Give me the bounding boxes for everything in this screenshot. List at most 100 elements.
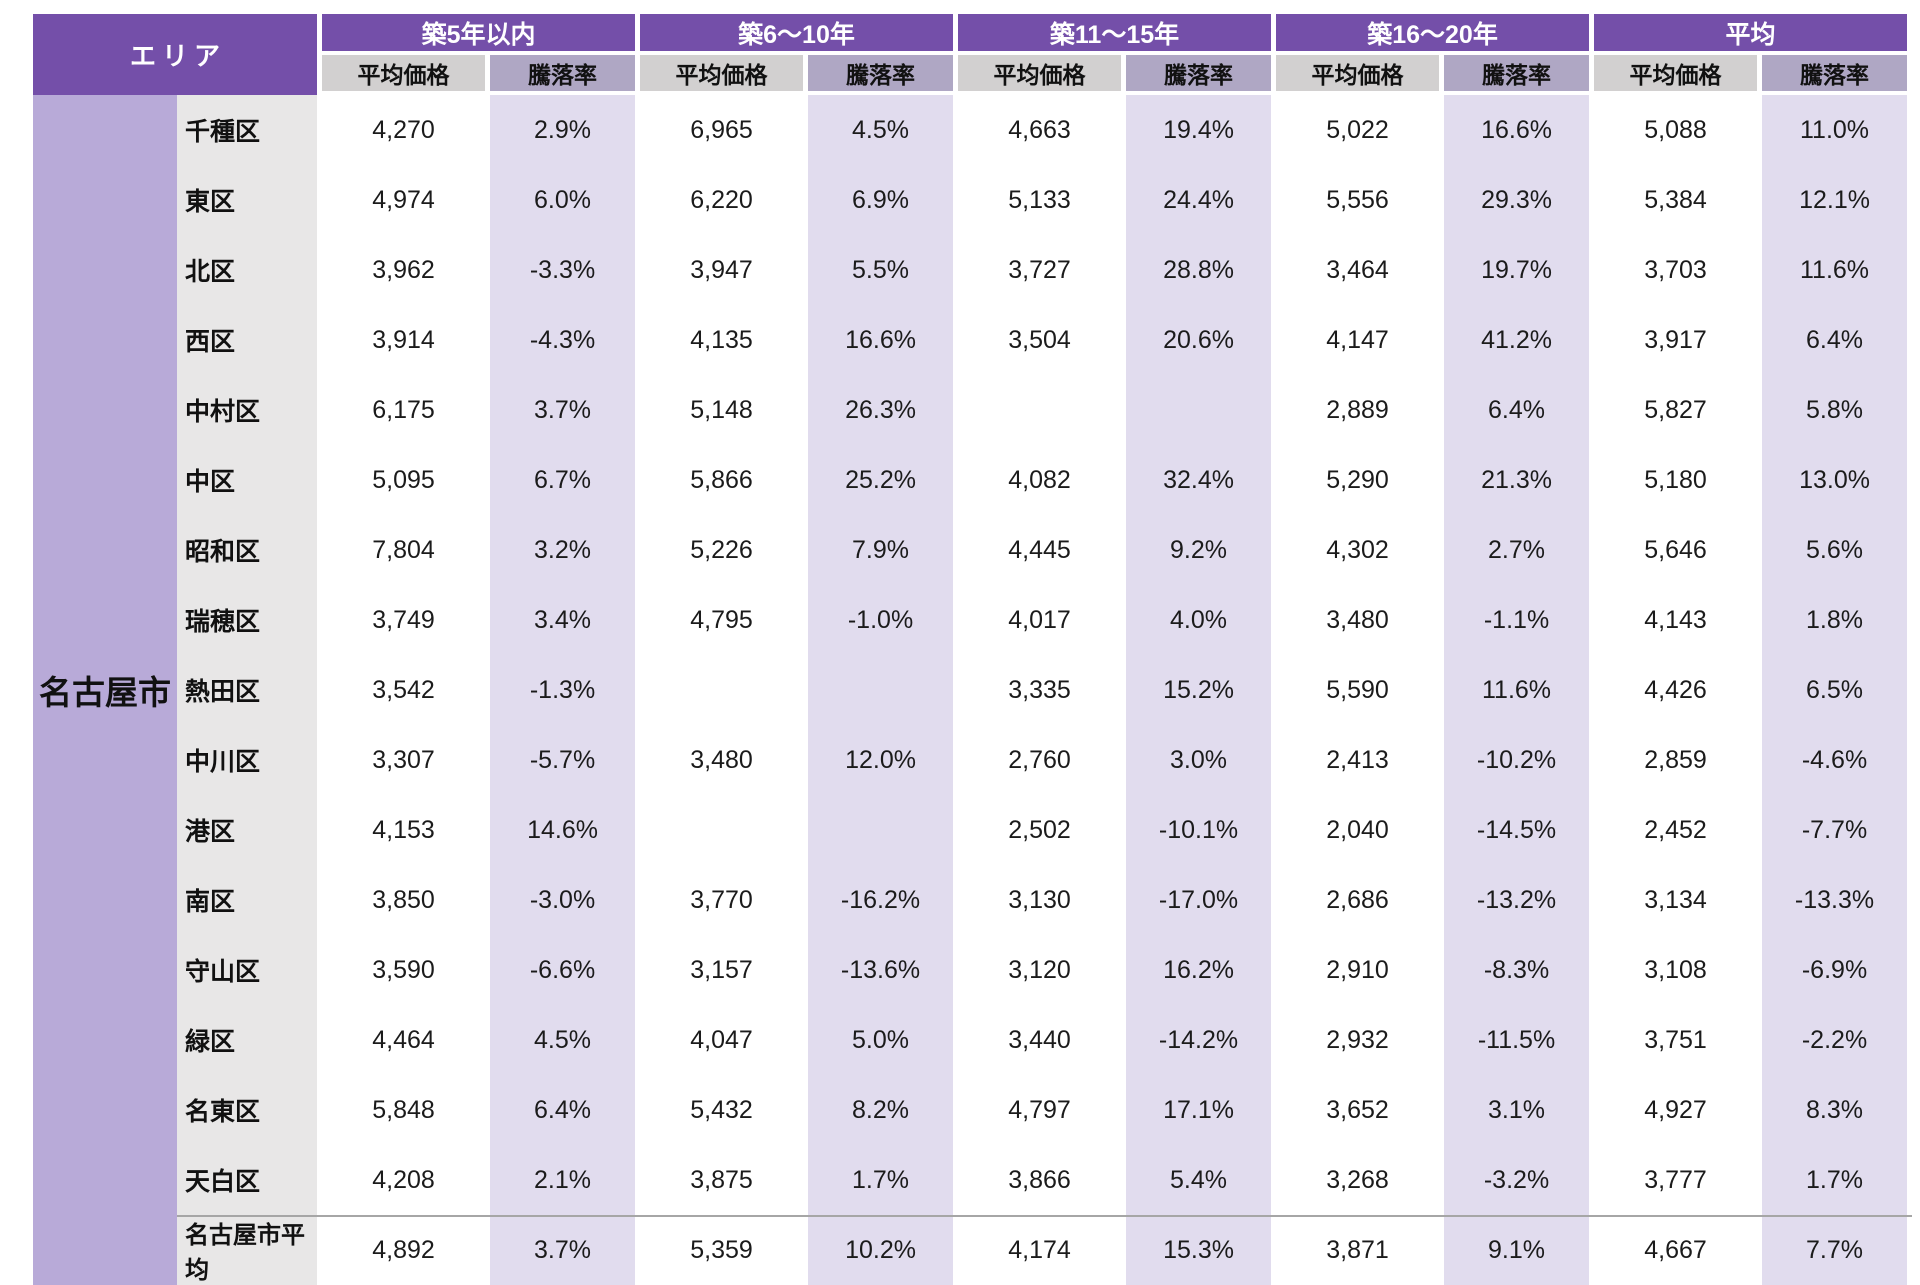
rate-cell: 6.4% xyxy=(1762,305,1913,375)
rate-cell xyxy=(808,655,959,725)
rate-cell: -13.2% xyxy=(1444,865,1595,935)
rate-cell: 3.7% xyxy=(490,1215,641,1285)
ward-name: 北区 xyxy=(177,235,323,305)
table-header: エリア 築5年以内 築6～10年 築11～15年 築16～20年 平均 平均価格… xyxy=(33,14,1913,95)
rate-cell: -1.1% xyxy=(1444,585,1595,655)
table-row: 名東区 5,848 6.4% 5,432 8.2% 4,797 17.1% 3,… xyxy=(33,1075,1913,1145)
rate-cell: -10.1% xyxy=(1126,795,1277,865)
rate-cell: 7.7% xyxy=(1762,1215,1913,1285)
rate-cell: -17.0% xyxy=(1126,865,1277,935)
rate-cell: 13.0% xyxy=(1762,445,1913,515)
price-cell: 5,180 xyxy=(1594,445,1763,515)
rate-cell: 11.0% xyxy=(1762,95,1913,165)
table-row: 南区 3,850 -3.0% 3,770 -16.2% 3,130 -17.0%… xyxy=(33,865,1913,935)
price-cell: 5,095 xyxy=(322,445,491,515)
price-cell: 4,797 xyxy=(958,1075,1127,1145)
rate-cell: -10.2% xyxy=(1444,725,1595,795)
rate-cell: 25.2% xyxy=(808,445,959,515)
price-cell: 4,302 xyxy=(1276,515,1445,585)
price-cell: 3,777 xyxy=(1594,1145,1763,1215)
rate-cell: -6.6% xyxy=(490,935,641,1005)
price-cell: 3,871 xyxy=(1276,1215,1445,1285)
price-cell: 2,760 xyxy=(958,725,1127,795)
group-header-age-6-10: 築6～10年 xyxy=(640,14,959,55)
ward-name: 緑区 xyxy=(177,1005,323,1075)
sub-header-rate: 騰落率 xyxy=(490,55,641,95)
table-row: 港区 4,153 14.6% 2,502 -10.1% 2,040 -14.5%… xyxy=(33,795,1913,865)
rate-cell: 12.1% xyxy=(1762,165,1913,235)
price-cell: 3,652 xyxy=(1276,1075,1445,1145)
rate-cell: 32.4% xyxy=(1126,445,1277,515)
rate-cell: -1.0% xyxy=(808,585,959,655)
price-cell: 3,917 xyxy=(1594,305,1763,375)
rate-cell: 4.5% xyxy=(808,95,959,165)
rate-cell: 9.1% xyxy=(1444,1215,1595,1285)
rate-cell: 6.0% xyxy=(490,165,641,235)
rate-cell: 4.0% xyxy=(1126,585,1277,655)
rate-cell: -16.2% xyxy=(808,865,959,935)
price-cell: 5,148 xyxy=(640,375,809,445)
price-cell: 2,040 xyxy=(1276,795,1445,865)
price-cell: 5,384 xyxy=(1594,165,1763,235)
rate-cell: -8.3% xyxy=(1444,935,1595,1005)
rate-cell: 9.2% xyxy=(1126,515,1277,585)
price-cell: 2,910 xyxy=(1276,935,1445,1005)
ward-name: 名古屋市平均 xyxy=(177,1215,323,1285)
price-cell: 5,827 xyxy=(1594,375,1763,445)
sub-header-price: 平均価格 xyxy=(958,55,1127,95)
sub-header-rate: 騰落率 xyxy=(808,55,959,95)
rate-cell: 3.1% xyxy=(1444,1075,1595,1145)
rate-cell: 20.6% xyxy=(1126,305,1277,375)
price-cell: 6,220 xyxy=(640,165,809,235)
rate-cell: 6.7% xyxy=(490,445,641,515)
price-cell: 6,175 xyxy=(322,375,491,445)
city-average-row: 名古屋市平均 4,892 3.7% 5,359 10.2% 4,174 15.3… xyxy=(33,1215,1913,1285)
rate-cell: -6.9% xyxy=(1762,935,1913,1005)
price-cell: 4,143 xyxy=(1594,585,1763,655)
ward-name: 西区 xyxy=(177,305,323,375)
ward-name: 東区 xyxy=(177,165,323,235)
sub-header-rate: 騰落率 xyxy=(1762,55,1913,95)
price-cell: 3,504 xyxy=(958,305,1127,375)
rate-cell: 17.1% xyxy=(1126,1075,1277,1145)
sub-header-price: 平均価格 xyxy=(1276,55,1445,95)
rate-cell: 1.8% xyxy=(1762,585,1913,655)
group-header-age-11-15: 築11～15年 xyxy=(958,14,1277,55)
price-cell xyxy=(640,655,809,725)
price-cell: 3,134 xyxy=(1594,865,1763,935)
ward-name: 千種区 xyxy=(177,95,323,165)
table-row: 中村区 6,175 3.7% 5,148 26.3% 2,889 6.4% 5,… xyxy=(33,375,1913,445)
rate-cell: 11.6% xyxy=(1444,655,1595,725)
rate-cell: 6.9% xyxy=(808,165,959,235)
rate-cell: 8.3% xyxy=(1762,1075,1913,1145)
table-body: 名古屋市 千種区 4,270 2.9% 6,965 4.5% 4,663 19.4… xyxy=(33,95,1913,1285)
price-cell: 2,686 xyxy=(1276,865,1445,935)
price-cell: 3,542 xyxy=(322,655,491,725)
group-header-age-0-5: 築5年以内 xyxy=(322,14,641,55)
ward-name: 天白区 xyxy=(177,1145,323,1215)
price-cell: 4,892 xyxy=(322,1215,491,1285)
price-cell: 3,307 xyxy=(322,725,491,795)
table-row: 熱田区 3,542 -1.3% 3,335 15.2% 5,590 11.6% … xyxy=(33,655,1913,725)
table-row: 名古屋市 千種区 4,270 2.9% 6,965 4.5% 4,663 19.4… xyxy=(33,95,1913,1285)
price-cell: 6,965 xyxy=(640,95,809,165)
ward-name: 南区 xyxy=(177,865,323,935)
price-cell: 4,795 xyxy=(640,585,809,655)
rate-cell: -13.6% xyxy=(808,935,959,1005)
price-cell: 3,749 xyxy=(322,585,491,655)
sub-header-price: 平均価格 xyxy=(1594,55,1763,95)
price-cell: 4,047 xyxy=(640,1005,809,1075)
ward-name: 中村区 xyxy=(177,375,323,445)
price-cell: 4,082 xyxy=(958,445,1127,515)
rate-cell: -1.3% xyxy=(490,655,641,725)
rate-cell: 7.9% xyxy=(808,515,959,585)
rate-cell: 15.2% xyxy=(1126,655,1277,725)
price-cell: 5,848 xyxy=(322,1075,491,1145)
table-row: 中区 5,095 6.7% 5,866 25.2% 4,082 32.4% 5,… xyxy=(33,445,1913,515)
price-cell: 4,445 xyxy=(958,515,1127,585)
rate-cell: 15.3% xyxy=(1126,1215,1277,1285)
price-cell: 3,157 xyxy=(640,935,809,1005)
table-row: 守山区 3,590 -6.6% 3,157 -13.6% 3,120 16.2%… xyxy=(33,935,1913,1005)
price-cell: 5,866 xyxy=(640,445,809,515)
price-cell: 3,108 xyxy=(1594,935,1763,1005)
